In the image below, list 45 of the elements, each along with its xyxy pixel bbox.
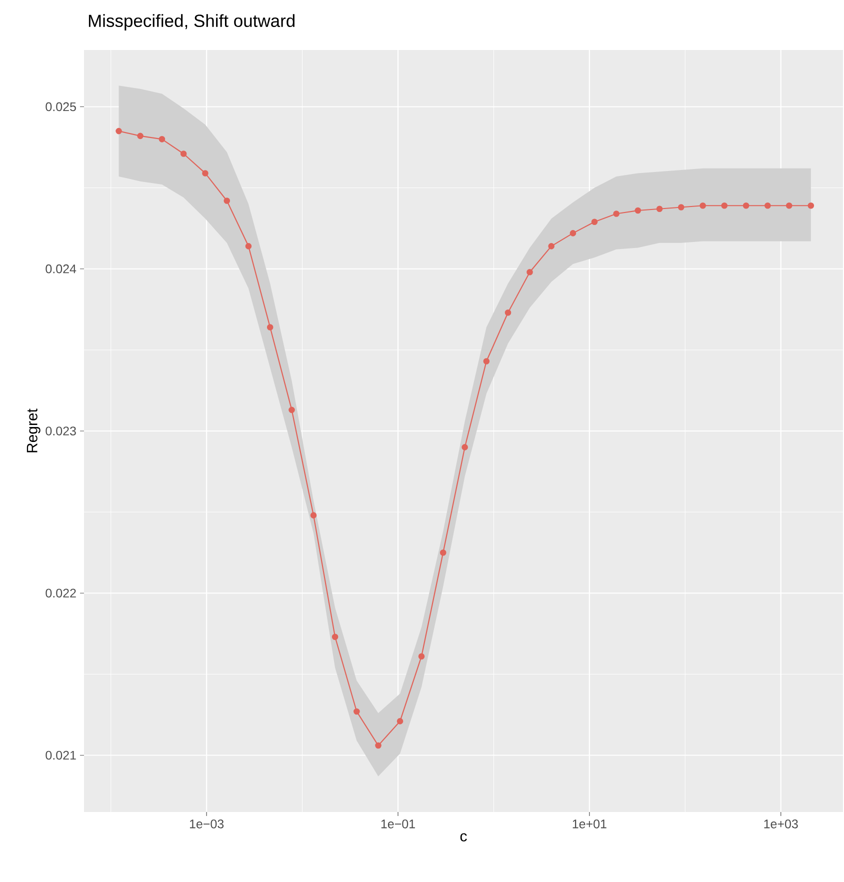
point [462, 444, 468, 450]
y-axis-title: Regret [26, 408, 40, 452]
point [375, 742, 382, 749]
point [678, 204, 684, 210]
point [526, 268, 533, 276]
chart-title: Misspecified, Shift outward [88, 14, 295, 30]
point [116, 128, 122, 134]
point [742, 202, 750, 209]
point [634, 207, 642, 214]
point [332, 634, 338, 640]
y-tick-label: 0.024 [46, 264, 76, 274]
point [266, 324, 274, 330]
point [591, 218, 598, 225]
point [613, 210, 620, 217]
x-tick-label: 1e−01 [381, 820, 415, 828]
point [396, 718, 404, 724]
point [656, 206, 663, 212]
point [202, 170, 208, 176]
point [418, 653, 425, 660]
x-tick-label: 1e+03 [764, 820, 798, 828]
x-tick-label: 1e−03 [190, 820, 224, 828]
point [700, 202, 706, 209]
point [310, 512, 317, 518]
point [224, 198, 230, 204]
x-tick-label: 1e+01 [572, 820, 606, 828]
point [808, 202, 814, 209]
point [288, 406, 295, 414]
point [245, 243, 252, 250]
point [354, 708, 360, 715]
point [721, 202, 728, 209]
point [548, 243, 554, 250]
x-axis-title: c [460, 833, 467, 842]
point [440, 549, 446, 556]
y-tick-label: 0.025 [46, 102, 76, 112]
point [504, 309, 512, 316]
y-tick-label: 0.022 [46, 588, 76, 598]
point [180, 150, 187, 157]
point [570, 230, 576, 236]
point [786, 202, 792, 209]
point [137, 132, 144, 140]
point [158, 136, 166, 142]
point [483, 358, 490, 364]
y-tick-label: 0.021 [46, 750, 76, 760]
point [764, 202, 771, 209]
y-tick-label: 0.023 [46, 426, 76, 436]
